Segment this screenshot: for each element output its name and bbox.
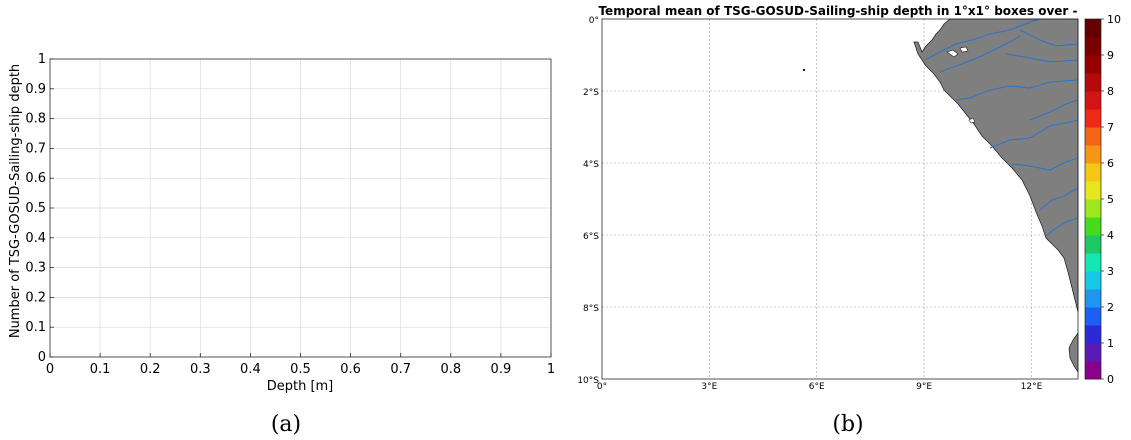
lagoon: [946, 49, 959, 58]
colorbar-tick-label: 0: [1107, 373, 1114, 386]
y-tick-label: 0.5: [25, 201, 46, 216]
lagoon: [959, 46, 969, 53]
y-tick-label: 0.7: [25, 141, 46, 156]
colorbar-tick-label: 1: [1107, 337, 1114, 350]
colorbar-segment: [1085, 343, 1101, 362]
river: [989, 119, 1079, 149]
map-x-tick-label: 9°E: [916, 382, 932, 392]
river: [1039, 187, 1079, 211]
map-y-tick-label: 4°S: [583, 160, 599, 170]
river: [1005, 53, 1079, 63]
panel-caption-a: (a): [271, 412, 301, 437]
histogram-panel: 0 0.1 0.2 0.3 0.4 0.5 0.6 0.7 0.8 0.9 1 0 0.1 0.2 0.3…: [8, 52, 555, 437]
colorbar-tick-label: 2: [1107, 301, 1114, 314]
x-tick-label: 0.6: [340, 362, 361, 377]
map-panel: Temporal mean of TSG-GOSUD-Sailing-ship …: [577, 4, 1121, 437]
colorbar-segment: [1085, 145, 1101, 164]
x-tick-label: 0.5: [290, 362, 311, 377]
x-tick-label: 0.3: [190, 362, 211, 377]
colorbar-tick-label: 4: [1107, 229, 1114, 242]
histogram-x-axis-label: Depth [m]: [267, 379, 334, 394]
colorbar-tick-label: 10: [1107, 13, 1121, 26]
island: [803, 69, 805, 71]
y-tick-label: 0.9: [25, 82, 46, 97]
map-y-tick-label: 2°S: [583, 88, 599, 98]
rivers: [924, 18, 1079, 237]
y-tick-label: 0.1: [25, 320, 46, 335]
y-tick-label: 0.8: [25, 112, 46, 127]
x-tick-label: 0.1: [90, 362, 111, 377]
river: [939, 35, 1021, 73]
x-tick-label: 0.4: [240, 362, 261, 377]
y-tick-label: 0.3: [25, 261, 46, 276]
colorbar-segment: [1085, 181, 1101, 200]
colorbar-tick-label: 9: [1107, 49, 1114, 62]
colorbar-segment: [1085, 109, 1101, 128]
y-tick-label: 0.6: [25, 171, 46, 186]
x-tick-label: 0.9: [491, 362, 512, 377]
colorbar-segment: [1085, 37, 1101, 56]
land-mass: [913, 18, 1079, 313]
x-tick-label: 0: [46, 362, 54, 377]
map-x-tick-label: 6°E: [809, 382, 825, 392]
river: [1029, 99, 1079, 121]
map-x-tick-label: 3°E: [701, 382, 717, 392]
map-frame: [601, 18, 1079, 380]
colorbar-ticks: 0 1 2 3 4 5 6 7 8 9 10: [1101, 13, 1121, 386]
map-y-tick-label: 6°S: [583, 232, 599, 242]
y-tick-label: 0.2: [25, 290, 46, 305]
colorbar-segment: [1085, 19, 1101, 38]
x-tick-label: 1: [547, 362, 555, 377]
map-y-ticks: 0° 2°S 4°S 6°S 8°S 10°S: [577, 16, 599, 386]
colorbar-segment: [1085, 325, 1101, 344]
histogram-y-ticks: 0 0.1 0.2 0.3 0.4 0.5 0.6 0.7 0.8 0.9 1: [25, 52, 54, 365]
river: [1011, 157, 1079, 171]
colorbar-segment: [1085, 91, 1101, 110]
colorbar: [1084, 18, 1102, 380]
x-tick-label: 0.7: [390, 362, 411, 377]
y-tick-label: 1: [38, 52, 46, 67]
map-x-tick-label: 0°: [597, 382, 607, 392]
colorbar-segment: [1085, 127, 1101, 146]
river: [924, 18, 1041, 61]
colorbar-segment: [1085, 199, 1101, 218]
colorbar-segment: [1085, 217, 1101, 236]
x-tick-label: 0.2: [140, 362, 161, 377]
colorbar-tick-label: 8: [1107, 85, 1114, 98]
map-y-tick-label: 0°: [589, 16, 599, 26]
river: [1019, 29, 1079, 47]
x-tick-label: 0.8: [440, 362, 461, 377]
colorbar-tick-label: 3: [1107, 265, 1114, 278]
colorbar-tick-label: 7: [1107, 121, 1114, 134]
map-x-ticks: 0° 3°E 6°E 9°E 12°E: [597, 382, 1043, 392]
colorbar-tick-label: 6: [1107, 157, 1114, 170]
map-title: Temporal mean of TSG-GOSUD-Sailing-ship …: [598, 4, 1077, 18]
colorbar-segment: [1085, 235, 1101, 254]
map-y-tick-label: 8°S: [583, 304, 599, 314]
colorbar-segment: [1085, 55, 1101, 74]
map-y-tick-label: 10°S: [577, 376, 599, 386]
colorbar-segment: [1085, 163, 1101, 182]
colorbar-segment: [1085, 253, 1101, 272]
colorbar-segment: [1085, 361, 1101, 380]
y-tick-label: 0.4: [25, 231, 46, 246]
panel-caption-b: (b): [832, 412, 863, 437]
map-x-tick-label: 12°E: [1021, 382, 1043, 392]
colorbar-segment: [1085, 307, 1101, 326]
colorbar-segment: [1085, 73, 1101, 92]
histogram-x-ticks: 0 0.1 0.2 0.3 0.4 0.5 0.6 0.7 0.8 0.9 1: [46, 353, 555, 377]
histogram-grid: [50, 59, 551, 357]
colorbar-tick-label: 5: [1107, 193, 1114, 206]
colorbar-segment: [1085, 289, 1101, 308]
colorbar-segment: [1085, 271, 1101, 290]
lagoon: [968, 117, 976, 124]
y-tick-label: 0: [38, 350, 46, 365]
histogram-y-axis-label: Number of TSG-GOSUD-Sailing-ship depth: [8, 64, 23, 338]
river: [955, 79, 1079, 101]
river: [1045, 217, 1079, 237]
